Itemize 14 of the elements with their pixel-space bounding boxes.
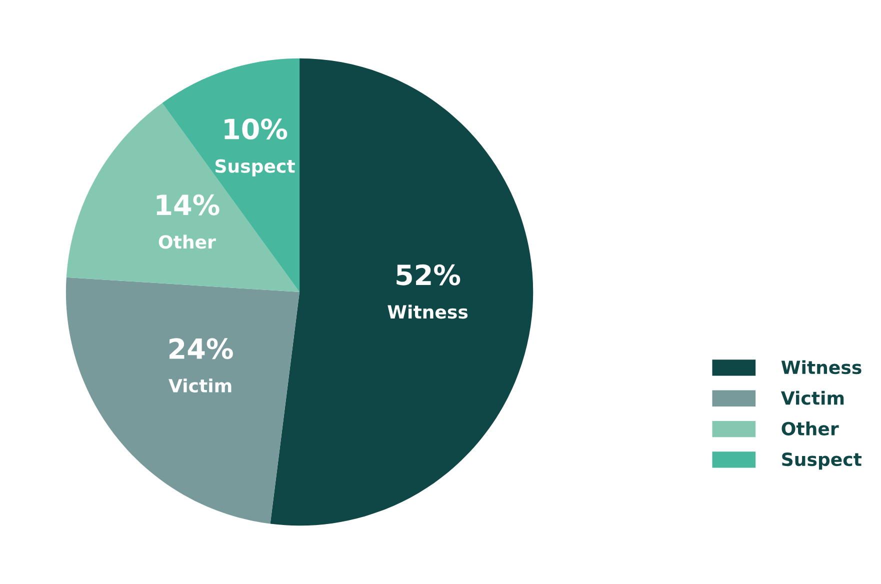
legend-label: Suspect [782, 452, 862, 470]
data-label: 14% [156, 194, 220, 216]
data-label: 10% [224, 118, 288, 140]
pie-slice [66, 277, 300, 524]
legend-label: Other [782, 422, 839, 436]
slice-label: Suspect [216, 159, 295, 176]
slice-label: Victim [168, 378, 232, 393]
data-label: 24% [169, 338, 233, 360]
slice-label: Witness [388, 304, 468, 319]
legend-label: Witness [781, 360, 862, 374]
pie-slice [66, 103, 300, 292]
data-label: 52% [396, 264, 460, 286]
legend-label: Victim [780, 390, 844, 405]
slice-label: Other [158, 234, 216, 249]
